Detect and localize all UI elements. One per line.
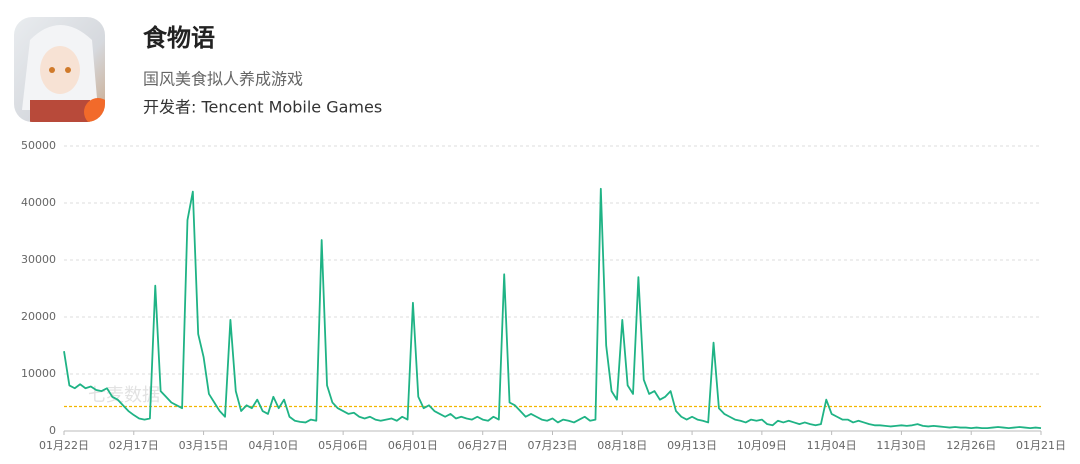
y-tick-label: 30000	[21, 253, 56, 266]
y-tick-label: 40000	[21, 196, 56, 209]
x-tick-label: 01月21日	[1016, 439, 1066, 452]
y-tick-label: 0	[49, 424, 56, 437]
x-tick-label: 04月10日	[248, 439, 298, 452]
x-tick-label: 11月30日	[876, 439, 926, 452]
x-tick-label: 07月23日	[528, 439, 578, 452]
data-line	[63, 187, 1042, 430]
app-developer: 开发者: Tencent Mobile Games	[143, 98, 382, 117]
x-tick-label: 01月22日	[39, 439, 89, 452]
x-tick-label: 02月17日	[109, 439, 159, 452]
x-tick-label: 09月13日	[667, 439, 717, 452]
x-tick-label: 05月06日	[318, 439, 368, 452]
app-name: 食物语	[143, 24, 215, 52]
x-tick-label: 12月26日	[946, 439, 996, 452]
app-subtitle: 国风美食拟人养成游戏	[143, 70, 303, 89]
y-tick-label: 50000	[21, 139, 56, 152]
x-tick-label: 06月27日	[458, 439, 508, 452]
y-tick-label: 10000	[21, 367, 56, 380]
watermark: 七麦数据	[88, 385, 160, 406]
x-tick-label: 08月18日	[597, 439, 647, 452]
app-icon	[14, 17, 105, 122]
y-tick-label: 20000	[21, 310, 56, 323]
x-tick-label: 11月04日	[807, 439, 857, 452]
x-tick-label: 03月15日	[179, 439, 229, 452]
x-tick-label: 06月01日	[388, 439, 438, 452]
x-tick-label: 10月09日	[737, 439, 787, 452]
